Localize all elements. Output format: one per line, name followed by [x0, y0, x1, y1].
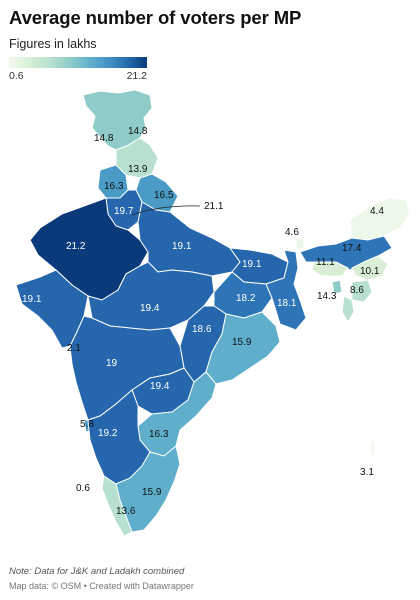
- region-west-bengal[interactable]: [265, 249, 307, 331]
- legend-gradient-bar: [9, 57, 147, 68]
- footnote: Note: Data for J&K and Ladakh combined: [9, 566, 185, 577]
- label-punjab: 16.3: [104, 181, 124, 192]
- region-nagaland[interactable]: [351, 255, 389, 281]
- india-map: 14.8 14.8 13.9 16.3 16.5 21.1 19.7 21.2 …: [15, 89, 411, 537]
- region-meghalaya[interactable]: [311, 261, 349, 277]
- color-legend: 0.6 21.2: [9, 57, 147, 82]
- region-uttar-pradesh[interactable]: [137, 201, 241, 277]
- label-dnh: 2.1: [67, 343, 81, 354]
- label-odisha: 15.9: [232, 337, 252, 348]
- label-uttarakhand: 16.5: [154, 190, 174, 201]
- region-sikkim[interactable]: [295, 237, 305, 251]
- region-andaman-nicobar[interactable]: [368, 439, 376, 479]
- chart-title: Average number of voters per MP: [9, 7, 302, 28]
- label-maharashtra: 19: [106, 358, 118, 369]
- label-telangana: 19.4: [150, 381, 170, 392]
- region-manipur[interactable]: [351, 279, 373, 303]
- label-arunachal: 4.4: [370, 206, 384, 217]
- label-rajasthan: 21.2: [66, 241, 86, 252]
- region-arunachal-pradesh[interactable]: [349, 197, 411, 241]
- label-wb: 18.1: [277, 298, 297, 309]
- label-tn: 15.9: [142, 487, 162, 498]
- label-manipur: 8.6: [350, 285, 364, 296]
- label-ap: 16.3: [149, 429, 169, 440]
- label-haryana: 19.7: [114, 206, 134, 217]
- label-kerala: 13.6: [116, 506, 136, 517]
- label-jharkhand: 18.2: [236, 293, 256, 304]
- label-bihar: 19.1: [242, 259, 262, 270]
- label-mp: 19.4: [140, 303, 160, 314]
- label-assam: 17.4: [342, 243, 362, 254]
- label-delhi: 21.1: [204, 201, 224, 212]
- delhi-callout-line: [131, 205, 201, 216]
- label-lakshadweep: 0.6: [76, 483, 90, 494]
- label-goa: 5.8: [80, 419, 94, 430]
- region-mizoram[interactable]: [341, 295, 355, 323]
- label-jk: 14.8: [128, 126, 148, 137]
- region-lakshadweep[interactable]: [66, 478, 70, 482]
- label-sikkim: 4.6: [285, 227, 299, 238]
- label-ladakh: 14.8: [94, 133, 114, 144]
- label-tripura: 14.3: [317, 291, 337, 302]
- label-meghalaya: 11.1: [316, 257, 335, 268]
- label-nagaland: 10.1: [360, 266, 380, 277]
- region-tripura[interactable]: [331, 279, 343, 295]
- legend-max-label: 21.2: [126, 70, 147, 82]
- label-gujarat: 19.1: [22, 294, 42, 305]
- label-hp: 13.9: [128, 164, 148, 175]
- label-up: 19.1: [172, 241, 192, 252]
- label-chhattisgarh: 18.6: [192, 324, 212, 335]
- credit-line: Map data: © OSM • Created with Datawrapp…: [9, 581, 194, 591]
- region-tamil-nadu[interactable]: [115, 445, 181, 533]
- region-odisha[interactable]: [205, 311, 281, 385]
- legend-min-label: 0.6: [9, 70, 24, 82]
- label-andaman: 3.1: [360, 467, 374, 478]
- chart-subtitle: Figures in lakhs: [9, 37, 97, 51]
- label-karnataka: 19.2: [98, 428, 118, 439]
